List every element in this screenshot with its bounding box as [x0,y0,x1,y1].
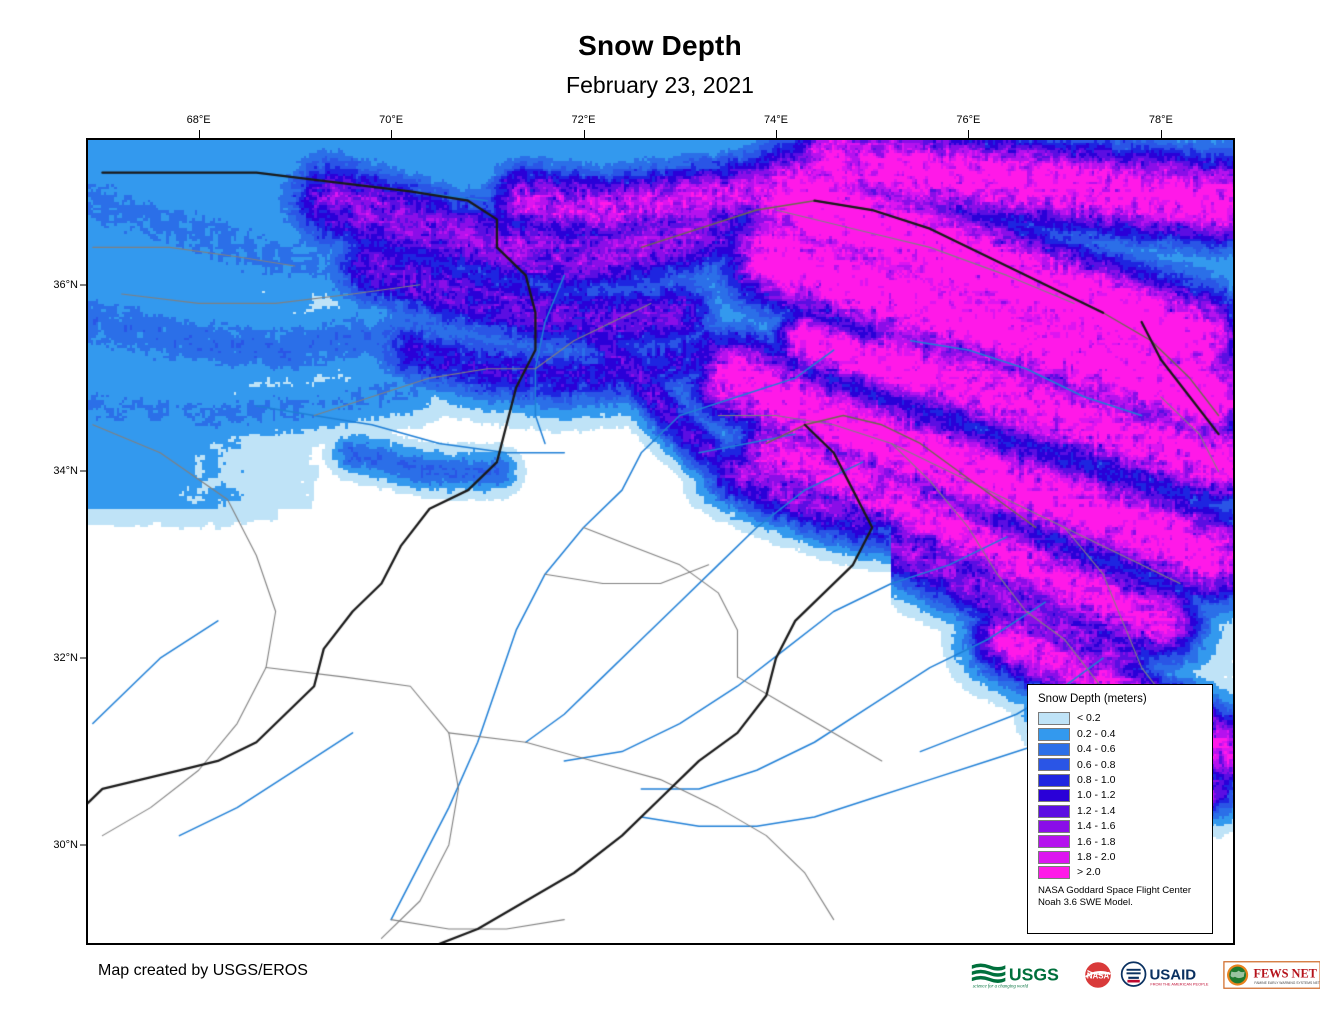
legend-source-line-1: NASA Goddard Space Flight Center [1038,885,1192,897]
legend-class-label: > 2.0 [1077,866,1101,879]
page-subtitle: February 23, 2021 [566,72,754,98]
svg-text:FAMINE EARLY WARNING SYSTEMS N: FAMINE EARLY WARNING SYSTEMS NETWORK [1254,981,1320,985]
legend-class-label: 1.4 - 1.6 [1077,820,1116,833]
legend-row: 0.6 - 0.8 [1038,757,1204,772]
lon-tick-label: 74°E [763,114,788,126]
map-credit: Map created by USGS/EROS [98,962,308,979]
lon-tick-mark [198,130,200,138]
legend-row: 0.8 - 1.0 [1038,773,1204,788]
legend-class-label: 1.2 - 1.4 [1077,804,1116,817]
legend-row: 0.4 - 0.6 [1038,742,1204,757]
lon-tick-mark [775,130,777,138]
svg-text:FROM THE AMERICAN PEOPLE: FROM THE AMERICAN PEOPLE [1150,982,1208,987]
legend-swatch [1038,804,1070,818]
legend-swatch [1038,850,1070,864]
legend-row: > 2.0 [1038,865,1204,880]
lon-tick-mark [583,130,585,138]
svg-text:USGS: USGS [1009,964,1059,984]
legend-class-label: 0.8 - 1.0 [1077,774,1116,786]
legend-class-label: 1.8 - 2.0 [1077,850,1116,863]
legend-swatch [1038,758,1070,772]
legend-swatch [1038,742,1070,756]
lon-tick-label: 76°E [956,114,981,126]
lat-tick-mark [80,844,88,846]
legend-class-label: 0.6 - 0.8 [1077,758,1116,771]
legend-items: < 0.2 0.2 - 0.4 0.4 - 0.6 0.6 - 0.8 0.8 - 1.… [1038,711,1204,880]
legend-swatch [1038,789,1070,803]
legend-swatch [1038,712,1070,726]
svg-text:NASA: NASA [1087,972,1110,981]
svg-text:USAID: USAID [1149,966,1196,983]
legend-panel: Snow Depth (meters) < 0.2 0.2 - 0.4 0.4 - … [1027,684,1213,934]
lat-tick-mark [80,470,88,472]
lon-tick-label: 70°E [379,114,404,126]
legend-row: 1.0 - 1.2 [1038,788,1204,803]
fewsnet-logo: FEWS NET FAMINE EARLY WARNING SYSTEMS NE… [1223,961,1320,989]
lon-tick-mark [1160,130,1162,138]
lon-tick-mark [391,130,393,138]
agency-logos: USGS science for a changing world NASA U… [970,958,1320,992]
legend-class-label: 0.2 - 0.4 [1077,727,1116,740]
svg-text:FEWS NET: FEWS NET [1253,967,1317,981]
legend-swatch [1038,773,1070,787]
legend-swatch [1038,835,1070,849]
svg-text:science for a changing world: science for a changing world [973,984,1029,989]
legend-swatch [1038,866,1070,880]
lat-tick-label: 32°N [53,652,78,665]
lat-tick-mark [80,284,88,286]
legend-class-label: < 0.2 [1077,712,1101,725]
legend-source: NASA Goddard Space Flight Center Noah 3.… [1038,885,1204,908]
page-title: Snow Depth [578,30,742,61]
legend-row: 0.2 - 0.4 [1038,726,1204,741]
lon-tick-label: 78°E [1148,114,1173,126]
legend-class-label: 0.4 - 0.6 [1077,743,1116,756]
legend-row: 1.8 - 2.0 [1038,850,1204,865]
nasa-logo: NASA [1084,961,1112,989]
usaid-logo: USAID FROM THE AMERICAN PEOPLE [1120,961,1209,987]
legend-row: 1.6 - 1.8 [1038,834,1204,849]
legend-title: Snow Depth (meters) [1038,693,1147,705]
legend-swatch [1038,819,1070,833]
legend-class-label: 1.0 - 1.2 [1077,789,1116,802]
legend-swatch [1038,727,1070,741]
lon-tick-label: 68°E [186,114,211,126]
legend-class-label: 1.6 - 1.8 [1077,835,1116,848]
lon-tick-label: 72°E [571,114,596,126]
lon-tick-mark [968,130,970,138]
legend-row: 1.4 - 1.6 [1038,819,1204,834]
lat-tick-label: 36°N [53,278,78,291]
legend-source-line-2: Noah 3.6 SWE Model. [1038,897,1133,908]
lat-tick-mark [80,657,88,659]
legend-row: < 0.2 [1038,711,1204,726]
legend-row: 1.2 - 1.4 [1038,803,1204,818]
lat-tick-label: 30°N [53,838,78,851]
usgs-logo: USGS science for a changing world [971,963,1059,989]
lat-tick-label: 34°N [53,465,78,478]
